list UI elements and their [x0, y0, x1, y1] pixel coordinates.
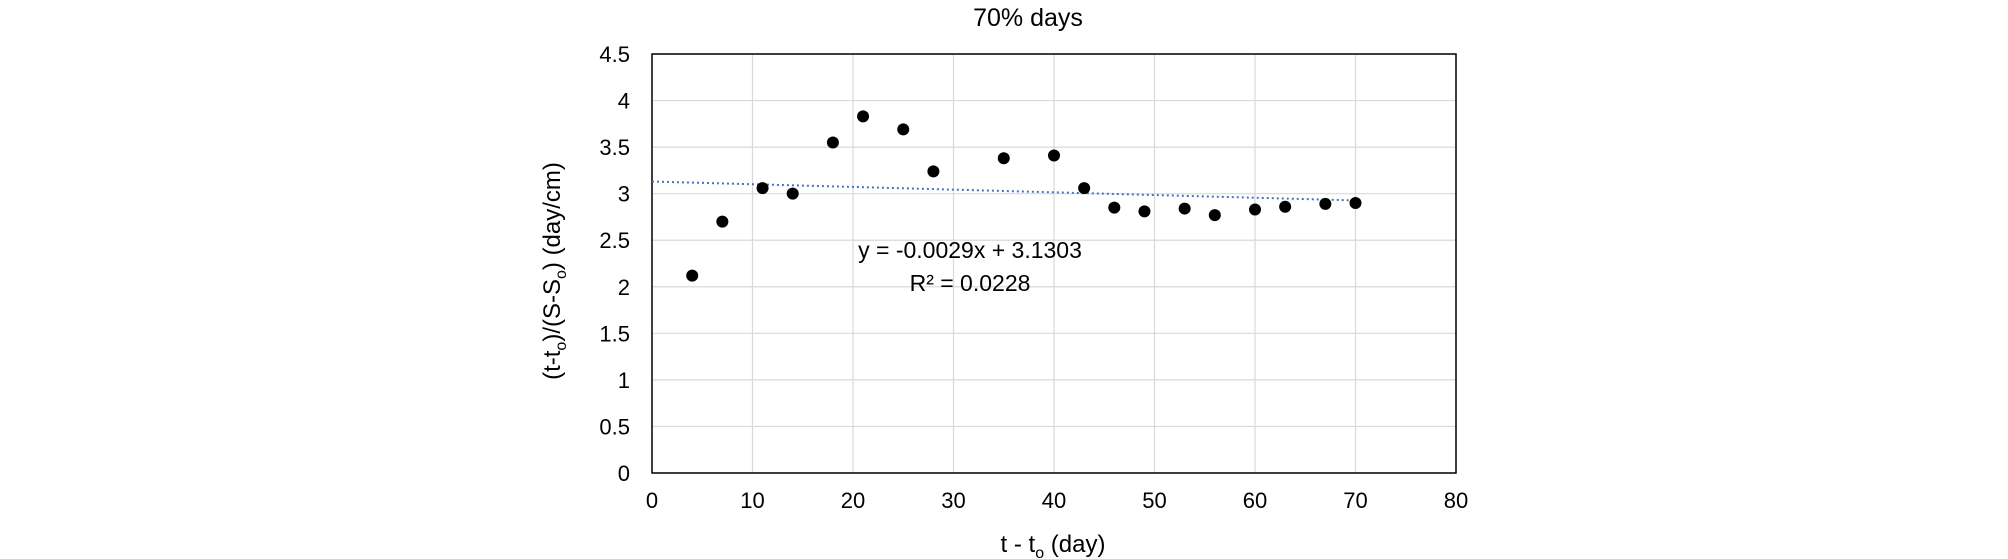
y-tick-label: 2.5 [599, 228, 630, 253]
trendline-equation: y = -0.0029x + 3.1303 [858, 237, 1082, 263]
x-tick-labels: 0 10 20 30 40 50 60 70 80 [646, 488, 1468, 513]
data-point [1249, 203, 1261, 216]
data-point [1138, 205, 1151, 218]
gridlines [651, 53, 1457, 474]
data-point [1319, 197, 1332, 210]
x-tick-label: 30 [941, 488, 965, 513]
y-tick-label: 3 [618, 182, 630, 207]
data-point [1048, 149, 1060, 162]
x-tick-label: 60 [1243, 488, 1267, 513]
data-point [1349, 196, 1362, 209]
data-point [1178, 202, 1191, 215]
data-points [686, 110, 1362, 282]
data-point [1078, 182, 1091, 195]
data-point [1208, 209, 1221, 222]
x-tick-label: 0 [646, 488, 658, 513]
trendline [651, 180, 1356, 202]
data-point [1108, 201, 1121, 214]
data-point [997, 152, 1010, 165]
data-point [1279, 200, 1292, 213]
data-point [756, 182, 769, 195]
x-tick-label: 50 [1142, 488, 1166, 513]
x-axis-label: t - to (day) [1001, 531, 1106, 559]
y-tick-label: 4.5 [599, 42, 630, 67]
y-tick-label: 0 [618, 461, 630, 486]
x-tick-label: 20 [841, 488, 865, 513]
data-point [826, 136, 839, 149]
r-squared-label: R² = 0.0228 [910, 270, 1031, 296]
y-tick-label: 1 [618, 368, 630, 393]
data-point [927, 165, 940, 178]
x-tick-label: 70 [1343, 488, 1367, 513]
data-point [857, 110, 870, 123]
y-tick-label: 1.5 [599, 321, 630, 346]
y-axis-label: (t-to)/(S-So) (day/cm) [539, 162, 570, 380]
y-tick-labels: 0 0.5 1 1.5 2 2.5 3 3.5 4 4.5 [599, 42, 630, 486]
x-tick-label: 80 [1444, 488, 1468, 513]
plot-area-frame [651, 53, 1457, 474]
y-tick-label: 3.5 [599, 135, 630, 160]
y-tick-label: 4 [618, 89, 630, 114]
data-point [786, 187, 799, 200]
x-tick-label: 40 [1042, 488, 1066, 513]
data-point [897, 123, 910, 136]
chart-title: 70% days [973, 4, 1083, 32]
y-tick-label: 2 [618, 275, 630, 300]
data-point [686, 269, 699, 282]
y-tick-label: 0.5 [599, 414, 630, 439]
data-point [716, 215, 729, 228]
x-tick-label: 10 [740, 488, 764, 513]
